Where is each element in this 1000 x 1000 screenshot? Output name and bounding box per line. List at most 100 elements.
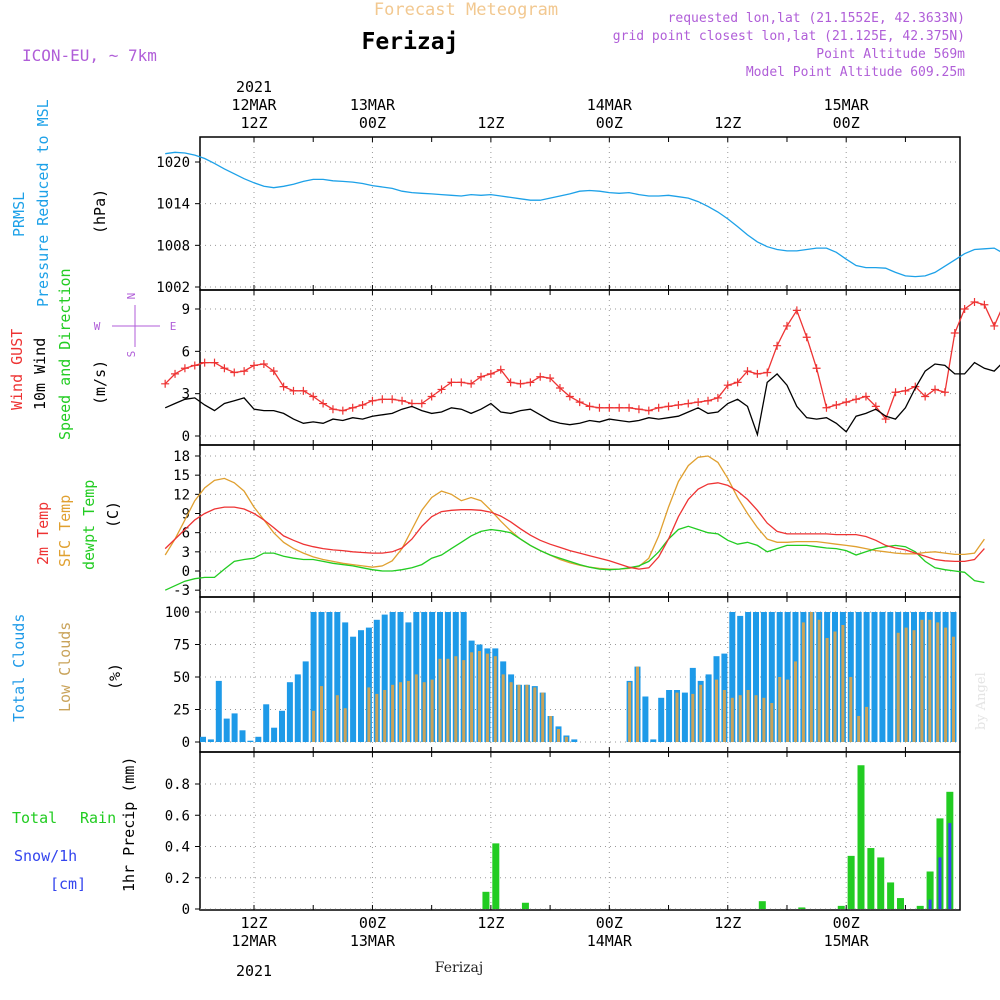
low-cloud-bar bbox=[438, 658, 442, 742]
low-cloud-bar bbox=[952, 636, 955, 742]
wind-gust-marker bbox=[348, 403, 357, 412]
wind-gust-marker bbox=[625, 403, 634, 412]
wind-gust-marker bbox=[940, 388, 949, 397]
bottom-hour-label: 12Z bbox=[714, 914, 741, 932]
y-tick-label-pressure: 1014 bbox=[156, 197, 190, 213]
low-cloud-bar bbox=[730, 697, 734, 742]
total-cloud-bar bbox=[255, 736, 262, 742]
total-cloud-bar bbox=[666, 690, 673, 742]
wind-gust-marker bbox=[763, 368, 772, 377]
wind-gust-marker bbox=[161, 379, 170, 388]
wind-gust-marker bbox=[398, 396, 407, 405]
low-cloud-bar bbox=[628, 682, 632, 742]
wind-gust-marker bbox=[250, 361, 258, 370]
y-tick-label-precip: 0.4 bbox=[165, 840, 190, 856]
y-tick-label-pressure: 1008 bbox=[156, 238, 190, 254]
wind-gust-marker bbox=[388, 395, 397, 404]
wind-gust-marker bbox=[259, 360, 268, 369]
low-cloud-bar bbox=[541, 692, 545, 742]
wind-gust-marker bbox=[802, 333, 811, 342]
wind-gust-marker bbox=[654, 403, 663, 412]
snow-bar bbox=[948, 823, 952, 909]
bottom-hour-label: 12Z bbox=[240, 914, 267, 932]
model-name: ICON-EU, ~ 7km bbox=[22, 46, 157, 65]
top-hour-label: 12Z bbox=[477, 114, 504, 132]
y-tick-label-temp: 9 bbox=[182, 507, 190, 523]
wind-gust-marker bbox=[615, 403, 624, 412]
low-cloud-bar bbox=[754, 695, 758, 742]
time-axis-labels: 12MAR12Z12Z12MAR13MAR00Z00Z13MAR12Z12Z14… bbox=[231, 96, 869, 950]
temperature-series bbox=[164, 455, 985, 591]
wind-series bbox=[161, 297, 1000, 438]
low-cloud-bar bbox=[778, 677, 782, 742]
low-cloud-bar bbox=[446, 658, 450, 742]
rain-bar bbox=[926, 871, 934, 909]
total-cloud-bar bbox=[397, 612, 404, 742]
top-hour-label: 00Z bbox=[833, 114, 860, 132]
cloud-bars bbox=[200, 612, 957, 742]
low-cloud-bar bbox=[912, 630, 916, 742]
wind-gust-marker bbox=[516, 379, 525, 388]
top-date-label: 15MAR bbox=[824, 96, 870, 114]
low-cloud-bar bbox=[414, 674, 418, 742]
low-cloud-bar bbox=[454, 656, 458, 742]
wind-gust-marker bbox=[842, 398, 851, 407]
low-cloud-bar bbox=[691, 693, 695, 742]
y-tick-label-temp: 18 bbox=[173, 449, 190, 465]
y-tick-labels: 1002 1008 1014 1020 0 3 6 9 -3 0 3 6 9 12 15 18 0 25 50 75 1… bbox=[156, 155, 190, 918]
wind-gust-marker bbox=[338, 406, 347, 415]
y-tick-label-wind: 0 bbox=[182, 429, 190, 445]
wind-gust-marker bbox=[901, 386, 910, 395]
rain-bar bbox=[482, 891, 490, 909]
low-cloud-bar bbox=[636, 666, 639, 742]
rain-bar bbox=[492, 843, 500, 909]
wind-gust-marker bbox=[634, 405, 643, 414]
y-tick-label-wind: 9 bbox=[182, 302, 190, 318]
low-cloud-bar bbox=[343, 708, 347, 742]
wind-gust-marker bbox=[200, 358, 209, 367]
low-cloud-bar bbox=[746, 690, 750, 742]
bottom-date-label: 12MAR bbox=[231, 932, 277, 950]
wind-gust-marker bbox=[644, 406, 653, 415]
faint-title: Forecast Meteogram bbox=[374, 0, 558, 20]
low-cloud-bar bbox=[335, 695, 339, 742]
wind-gust-marker bbox=[289, 386, 298, 395]
rain-bar bbox=[521, 902, 529, 909]
bottom-hour-label: 12Z bbox=[477, 914, 504, 932]
total-cloud-bar bbox=[215, 680, 222, 742]
panel-grids bbox=[195, 137, 960, 910]
total-cloud-bar bbox=[358, 630, 364, 742]
total-cloud-bar bbox=[705, 674, 712, 742]
wind-gust-marker bbox=[546, 374, 555, 383]
wind-gust-marker bbox=[782, 321, 791, 330]
wind-gust-marker bbox=[891, 388, 900, 397]
wind-gust-marker bbox=[605, 403, 614, 412]
wind-gust-marker bbox=[575, 398, 584, 407]
low-cloud-bar bbox=[762, 697, 766, 742]
low-cloud-bar bbox=[817, 619, 821, 742]
low-cloud-bar bbox=[699, 684, 703, 742]
wind-gust-marker bbox=[171, 369, 180, 378]
wind-gust-marker bbox=[960, 305, 969, 313]
compass-west: W bbox=[94, 320, 101, 333]
rain-bar bbox=[867, 848, 875, 909]
precipitation-bars bbox=[482, 765, 954, 909]
total-cloud-bar bbox=[745, 612, 752, 742]
low-cloud-bar bbox=[312, 710, 316, 742]
total-cloud-bar bbox=[768, 612, 775, 742]
wind-gust-marker bbox=[861, 392, 870, 401]
wind-gust-marker bbox=[852, 395, 861, 404]
y-tick-label-clouds: 75 bbox=[173, 638, 190, 654]
wind-gust-marker bbox=[496, 365, 505, 374]
rain-bar bbox=[887, 882, 895, 909]
temp-2m-label: 2m Temp bbox=[34, 502, 52, 565]
total-cloud-bar bbox=[294, 674, 301, 742]
top-date-label: 14MAR bbox=[587, 96, 633, 114]
y-tick-label-pressure: 1020 bbox=[156, 155, 190, 171]
wind-gust-marker bbox=[743, 367, 752, 376]
wind-gust-marker bbox=[585, 402, 594, 411]
low-cloud-bar bbox=[738, 695, 742, 742]
wind-gust-marker bbox=[180, 364, 189, 373]
total-cloud-bar bbox=[887, 612, 894, 742]
y-tick-label-clouds: 100 bbox=[165, 605, 190, 621]
